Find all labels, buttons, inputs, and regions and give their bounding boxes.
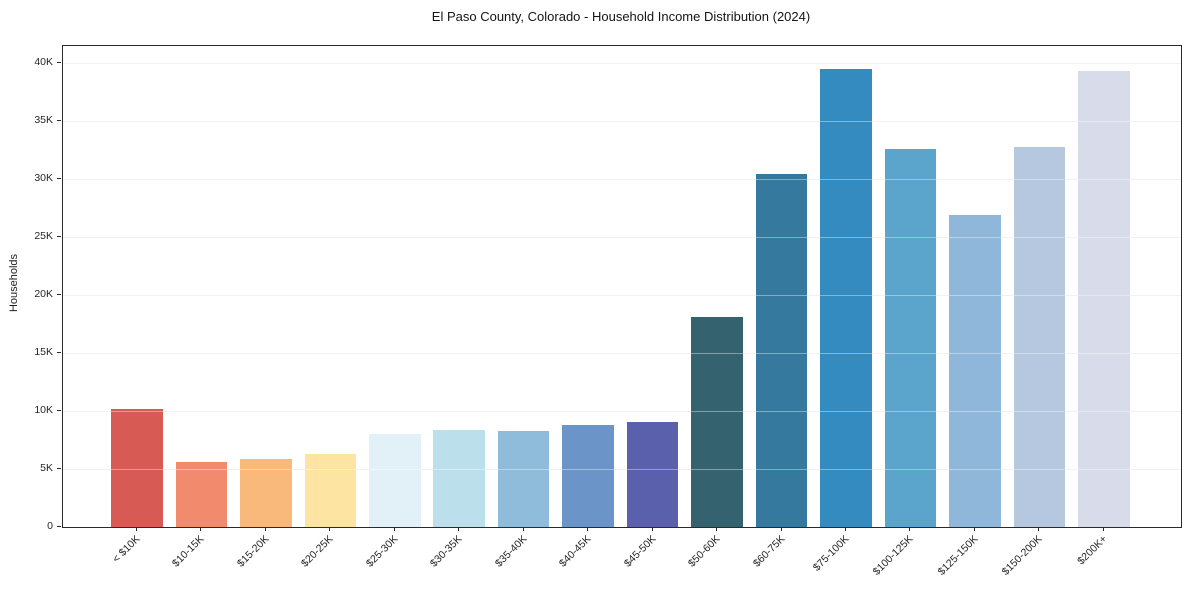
bar bbox=[820, 69, 872, 527]
bar bbox=[304, 453, 357, 527]
x-tick-mark bbox=[844, 527, 846, 531]
y-tick-label: 5K bbox=[40, 461, 53, 474]
y-gridline bbox=[63, 120, 1181, 122]
y-tick-label: 0 bbox=[47, 519, 53, 532]
x-tick-mark bbox=[716, 527, 718, 531]
y-gridline bbox=[63, 178, 1181, 180]
y-tick-mark bbox=[57, 294, 61, 296]
bar bbox=[949, 215, 1001, 527]
x-tick-mark bbox=[651, 527, 653, 531]
y-gridline bbox=[63, 410, 1181, 412]
x-tick-mark bbox=[393, 527, 395, 531]
y-tick-mark bbox=[57, 236, 61, 238]
x-tick-mark bbox=[264, 527, 266, 531]
y-tick-mark bbox=[57, 62, 61, 64]
y-tick-label: 20K bbox=[34, 287, 53, 300]
chart-title: El Paso County, Colorado - Household Inc… bbox=[431, 9, 811, 24]
y-gridline-overlay bbox=[63, 236, 1181, 238]
bar bbox=[884, 149, 937, 527]
x-tick-mark bbox=[329, 527, 331, 531]
y-tick-label: 30K bbox=[34, 171, 53, 184]
y-gridline bbox=[63, 236, 1181, 238]
bar bbox=[562, 425, 614, 527]
plot-area bbox=[62, 45, 1182, 528]
y-tick-label: 25K bbox=[34, 229, 53, 242]
x-tick-mark bbox=[909, 527, 911, 531]
y-gridline bbox=[63, 62, 1181, 64]
y-tick-label: 15K bbox=[34, 345, 53, 358]
x-tick-mark bbox=[136, 527, 137, 531]
bar bbox=[369, 434, 421, 527]
y-gridline-overlay bbox=[63, 178, 1181, 180]
y-axis-label: Households bbox=[8, 253, 20, 313]
x-tick-label: < $10K bbox=[110, 533, 143, 566]
x-tick-mark bbox=[1038, 527, 1040, 531]
y-gridline-overlay bbox=[63, 120, 1181, 122]
bar bbox=[497, 431, 550, 527]
y-gridline-overlay bbox=[63, 62, 1181, 64]
bar bbox=[433, 429, 486, 527]
bar bbox=[691, 316, 743, 527]
y-gridline-overlay bbox=[63, 352, 1181, 354]
y-tick-mark bbox=[57, 352, 61, 354]
bar bbox=[1013, 147, 1066, 527]
y-gridline-overlay bbox=[63, 410, 1181, 412]
y-gridline-overlay bbox=[63, 294, 1181, 296]
y-tick-mark bbox=[57, 120, 61, 122]
y-tick-label: 10K bbox=[34, 403, 53, 416]
x-tick-mark bbox=[780, 527, 782, 531]
y-tick-mark bbox=[57, 526, 61, 527]
x-tick-mark bbox=[458, 527, 460, 531]
bar bbox=[1077, 70, 1130, 527]
x-tick-mark bbox=[587, 527, 589, 531]
bar bbox=[755, 173, 808, 527]
bar bbox=[111, 409, 163, 527]
y-tick-label: 40K bbox=[34, 55, 53, 68]
y-gridline bbox=[63, 468, 1181, 470]
y-tick-mark bbox=[57, 178, 61, 180]
x-tick-mark bbox=[522, 527, 524, 531]
x-tick-mark bbox=[200, 527, 202, 531]
y-gridline-overlay bbox=[63, 468, 1181, 470]
y-gridline bbox=[63, 294, 1181, 296]
x-tick-mark bbox=[973, 527, 975, 531]
bar bbox=[240, 458, 292, 527]
bar bbox=[175, 461, 228, 527]
y-gridline bbox=[63, 352, 1181, 354]
bar bbox=[626, 421, 679, 527]
y-tick-label: 35K bbox=[34, 113, 53, 126]
x-tick-mark bbox=[1102, 527, 1104, 531]
y-tick-mark bbox=[57, 410, 61, 412]
y-tick-mark bbox=[57, 468, 61, 470]
